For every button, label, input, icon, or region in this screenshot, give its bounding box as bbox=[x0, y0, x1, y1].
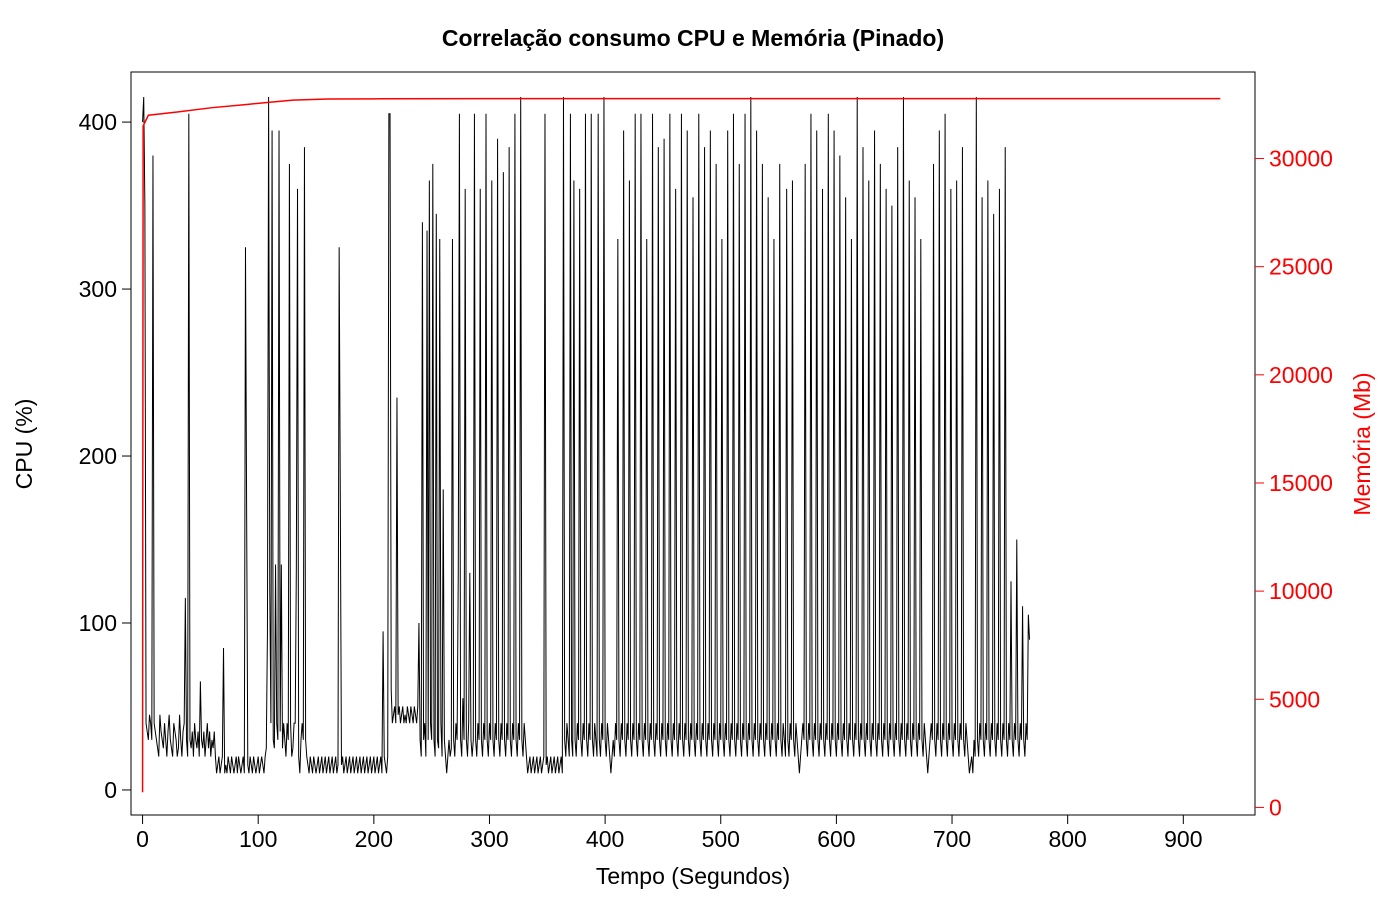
y-right-tick-label: 0 bbox=[1269, 794, 1282, 820]
cpu-series-line bbox=[142, 97, 1031, 774]
x-axis-label: Tempo (Segundos) bbox=[596, 863, 790, 889]
y-right-tick-label: 30000 bbox=[1269, 146, 1333, 172]
y-right-tick-label: 20000 bbox=[1269, 362, 1333, 388]
plot-area-frame bbox=[130, 71, 1256, 816]
y-right-tick-label: 5000 bbox=[1269, 686, 1320, 712]
x-tick-label: 400 bbox=[586, 826, 624, 852]
cpu-series-path bbox=[142, 97, 1031, 774]
x-tick-label: 500 bbox=[702, 826, 740, 852]
x-tick-label: 700 bbox=[933, 826, 971, 852]
y-left-tick-label: 0 bbox=[104, 777, 117, 803]
y-right-tick-label: 15000 bbox=[1269, 470, 1333, 496]
y-axis-label-left: CPU (%) bbox=[11, 399, 37, 490]
x-tick-label: 300 bbox=[470, 826, 508, 852]
x-tick-label: 200 bbox=[355, 826, 393, 852]
x-axis: 0 100 200 300 400 500 600 700 800 900 bbox=[136, 815, 1202, 852]
y-axis-right: 0 5000 10000 15000 20000 25000 30000 bbox=[1255, 146, 1333, 820]
x-tick-label: 100 bbox=[239, 826, 277, 852]
y-right-tick-label: 25000 bbox=[1269, 254, 1333, 280]
y-left-tick-label: 200 bbox=[79, 443, 117, 469]
x-tick-label: 600 bbox=[817, 826, 855, 852]
y-left-tick-label: 400 bbox=[79, 109, 117, 135]
y-right-tick-label: 10000 bbox=[1269, 578, 1333, 604]
x-tick-label: 900 bbox=[1164, 826, 1202, 852]
memory-series-line bbox=[141, 97, 1221, 793]
memory-series-path bbox=[141, 97, 1221, 793]
chart-title: Correlação consumo CPU e Memória (Pinado… bbox=[442, 25, 944, 51]
y-axis-label-right: Memória (Mb) bbox=[1349, 372, 1375, 515]
y-axis-left: 0 100 200 300 400 bbox=[79, 109, 131, 803]
y-left-tick-label: 100 bbox=[79, 610, 117, 636]
y-left-tick-label: 300 bbox=[79, 276, 117, 302]
x-tick-label: 800 bbox=[1048, 826, 1086, 852]
x-tick-label: 0 bbox=[136, 826, 149, 852]
